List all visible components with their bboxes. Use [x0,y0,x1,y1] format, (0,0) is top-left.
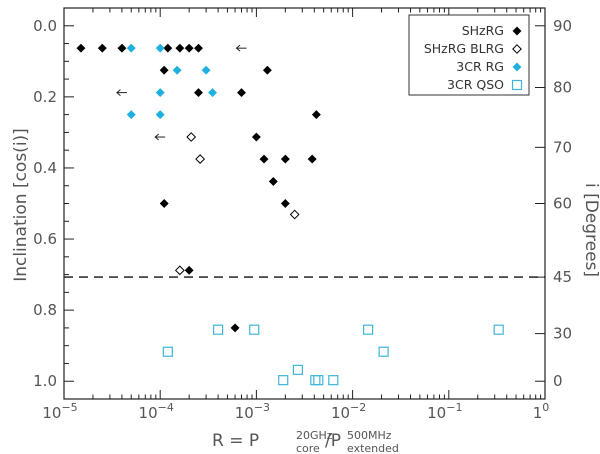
data-point-series-0 [230,323,240,333]
data-point-series-0 [159,198,169,209]
right-tick-label: 0 [553,372,563,390]
data-point-series-2 [172,65,182,75]
x-axis-title-mid: /P [325,431,341,451]
data-point-series-3 [162,346,173,357]
data-point-series-2 [155,110,165,120]
data-point-series-0 [117,43,127,53]
y-tick-label: 0.0 [33,17,57,35]
right-axis-title: i [Degrees] [581,183,600,277]
data-point-series-3 [310,375,321,386]
x-tick-label: 10 [533,401,550,422]
x-axis-title-sub2: extended [347,442,399,454]
legend-marker-0 [512,26,522,36]
data-point-series-0 [184,265,194,275]
data-point-series-3 [363,324,374,335]
right-tick-label: 90 [553,17,572,35]
legend-marker-3 [511,79,523,91]
x-tick-label: 10−2 [331,401,366,422]
x-axis-title-sub1: core [296,442,320,454]
data-point-series-2 [155,43,165,53]
data-point-series-0 [262,65,272,75]
legend-label-shzrg: SHzRG [462,23,504,38]
y-tick-label: 0.8 [33,301,57,319]
data-point-series-0 [236,88,247,98]
data-point-series-1 [174,265,185,276]
x-axis-title-prefix: R = P [212,431,259,451]
limit-arrows [116,44,247,141]
right-tick-label: 30 [553,325,572,343]
data-point-series-2 [155,88,165,98]
data-point-series-2 [126,110,136,120]
data-point-series-0 [307,154,317,164]
data-point-series-0 [280,154,290,164]
data-point-series-2 [126,43,136,53]
right-tick-label: 45 [553,268,572,286]
y-tick-label: 0.4 [33,159,57,177]
y-axis-title: Inclination [cos(i)] [11,128,31,282]
right-tick-label: 80 [553,78,572,96]
data-point-series-3 [278,375,289,386]
legend-markers [511,26,523,91]
right-tick-label: 70 [553,138,572,156]
legend-marker-2 [512,62,522,72]
x-axis-title-sup2: 500MHz [347,429,392,442]
left-arrow-icon [235,44,247,52]
x-tick-label: 10−5 [42,401,77,422]
x-tick-label: 10−4 [139,401,174,422]
right-tick-label: 60 [553,195,572,213]
data-point-series-3 [378,346,389,357]
data-point-series-1 [195,154,206,164]
tick-labels: 10−5 10−4 10−3 10−2 10−1 10 0.0 0.2 0.4 0.6 0.8 1.0… [33,17,572,422]
data-point-series-2 [201,65,211,75]
data-point-series-0 [159,65,169,75]
data-point-series-0 [184,43,194,53]
data-points [76,43,504,386]
data-point-series-0 [251,132,261,142]
data-point-series-3 [313,375,324,386]
y-tick-label: 1.0 [33,372,57,390]
x-axis-title: R = P 20GHz core /P 500MHz extended [212,429,399,454]
data-point-series-1 [289,209,300,220]
data-point-series-0 [280,198,290,209]
data-point-series-3 [292,364,303,375]
data-point-series-0 [259,154,269,164]
x-tick-label: 10−1 [427,401,462,422]
data-point-series-0 [268,176,278,187]
legend: SHzRG SHzRG BLRG 3CR RG 3CR QSO [408,14,530,96]
data-point-series-3 [493,324,504,335]
legend-label-shzrg-blrg: SHzRG BLRG [424,41,504,56]
left-arrow-icon [154,133,166,141]
y-tick-label: 0.6 [33,230,57,248]
data-point-series-3 [328,375,339,386]
data-point-series-0 [193,43,204,53]
x-tick-label: 10−3 [235,401,270,422]
data-point-series-0 [76,43,86,53]
y-tick-label: 0.2 [33,88,57,106]
data-point-series-0 [175,43,185,53]
legend-marker-1 [512,44,522,54]
x-axis-title-sup1: 20GHz [296,429,333,442]
data-point-series-1 [186,132,197,142]
legend-label-3cr-rg: 3CR RG [456,59,504,74]
data-point-series-0 [193,88,204,98]
data-point-series-0 [97,43,107,53]
data-point-series-0 [163,43,173,53]
data-point-series-0 [311,110,321,120]
data-point-series-2 [207,88,218,98]
legend-box [408,14,530,96]
left-arrow-icon [116,89,127,96]
legend-label-3cr-qso: 3CR QSO [447,77,504,92]
data-point-series-3 [249,324,260,335]
data-point-series-3 [213,324,224,335]
